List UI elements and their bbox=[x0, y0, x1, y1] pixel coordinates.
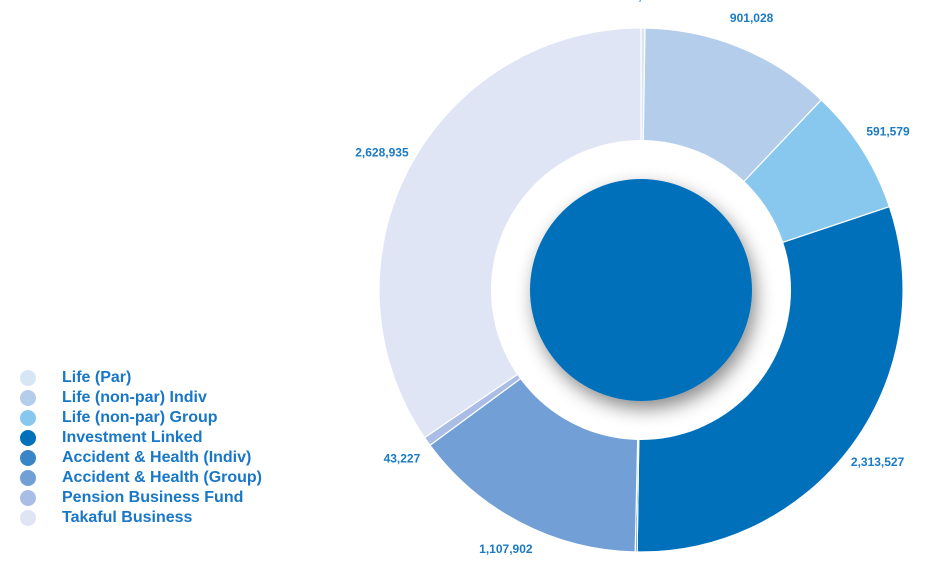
legend-swatch bbox=[20, 390, 36, 406]
legend-label: Investment Linked bbox=[62, 429, 202, 446]
legend-label: Life (non-par) Indiv bbox=[62, 389, 207, 406]
value-label: 43,227 bbox=[384, 452, 421, 466]
center-disc bbox=[530, 179, 752, 401]
legend-swatch bbox=[20, 510, 36, 526]
legend-swatch bbox=[20, 370, 36, 386]
value-label: 2,313,527 bbox=[851, 455, 905, 469]
value-label: 1,107,902 bbox=[479, 542, 533, 556]
legend-label: Pension Business Fund bbox=[62, 489, 243, 506]
legend-swatch bbox=[20, 470, 36, 486]
value-label: 18,639 bbox=[625, 0, 662, 3]
value-label: 2,628,935 bbox=[355, 145, 409, 159]
value-label: 591,579 bbox=[866, 125, 910, 139]
legend-swatch bbox=[20, 490, 36, 506]
legend-label: Accident & Health (Indiv) bbox=[62, 449, 251, 466]
legend-label: Life (non-par) Group bbox=[62, 409, 218, 426]
legend-swatch bbox=[20, 450, 36, 466]
value-label: 901,028 bbox=[730, 11, 774, 25]
legend-swatch bbox=[20, 410, 36, 426]
legend-label: Accident & Health (Group) bbox=[62, 469, 262, 486]
legend-label: Life (Par) bbox=[62, 369, 131, 386]
legend-swatch bbox=[20, 430, 36, 446]
legend-label: Takaful Business bbox=[62, 509, 193, 526]
